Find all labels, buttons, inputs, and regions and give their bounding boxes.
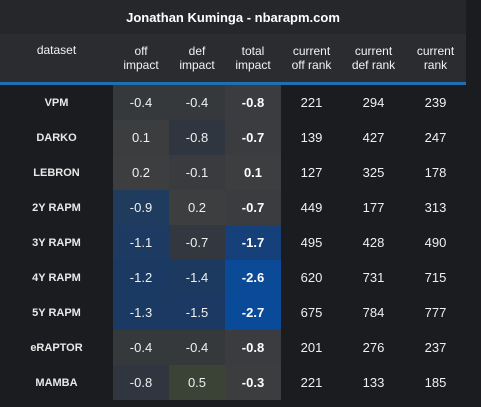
cell-off-impact: -0.4 — [113, 85, 169, 120]
cell-total-impact: -2.7 — [225, 295, 281, 330]
cell-dataset: VPM — [44, 96, 69, 109]
cell-off-impact: -1.3 — [113, 295, 169, 330]
cell-current-off-rank: 139 — [300, 130, 323, 145]
cell-current-def-rank: 177 — [362, 200, 385, 215]
cell-current-def-rank: 784 — [362, 305, 385, 320]
cell-current-rank: 178 — [424, 165, 447, 180]
cell-current-off-rank: 127 — [300, 165, 323, 180]
cell-dataset: 4Y RAPM — [32, 271, 81, 284]
table-row[interactable]: 2Y RAPM -0.9 0.2 -0.7 449 177 313 — [0, 190, 466, 225]
cell-total-impact: -0.8 — [225, 85, 281, 120]
cell-current-rank: 237 — [424, 340, 447, 355]
cell-total-impact: -0.7 — [225, 190, 281, 225]
cell-current-def-rank: 133 — [362, 375, 385, 390]
cell-current-off-rank: 221 — [300, 95, 323, 110]
cell-def-impact: -1.4 — [169, 260, 225, 295]
header-current-rank[interactable]: current rank — [416, 44, 455, 72]
cell-off-impact: -1.1 — [113, 225, 169, 260]
table-row[interactable]: MAMBA -0.8 0.5 -0.3 221 133 185 — [0, 365, 466, 400]
header-total-impact[interactable]: total impact — [235, 44, 271, 72]
cell-off-impact: 0.1 — [113, 120, 169, 155]
cell-total-impact: -0.8 — [225, 330, 281, 365]
cell-current-rank: 313 — [424, 200, 447, 215]
table-row[interactable]: 3Y RAPM -1.1 -0.7 -1.7 495 428 490 — [0, 225, 466, 260]
table-title: Jonathan Kuminga - nbarapm.com — [0, 0, 466, 34]
cell-current-rank: 239 — [424, 95, 447, 110]
table-row[interactable]: eRAPTOR -0.4 -0.4 -0.8 201 276 237 — [0, 330, 466, 365]
cell-current-off-rank: 495 — [300, 235, 323, 250]
cell-off-impact: 0.2 — [113, 155, 169, 190]
cell-def-impact: 0.5 — [169, 365, 225, 400]
cell-def-impact: 0.2 — [169, 190, 225, 225]
cell-current-def-rank: 325 — [362, 165, 385, 180]
cell-def-impact: -0.8 — [169, 120, 225, 155]
cell-def-impact: -0.4 — [169, 85, 225, 120]
cell-current-off-rank: 675 — [300, 305, 323, 320]
cell-total-impact: -2.6 — [225, 260, 281, 295]
header-off-impact[interactable]: off impact — [123, 44, 159, 72]
table-row[interactable]: 4Y RAPM -1.2 -1.4 -2.6 620 731 715 — [0, 260, 466, 295]
cell-dataset: 5Y RAPM — [32, 306, 81, 319]
cell-current-off-rank: 449 — [300, 200, 323, 215]
table-row[interactable]: VPM -0.4 -0.4 -0.8 221 294 239 — [0, 85, 466, 120]
cell-current-def-rank: 731 — [362, 270, 385, 285]
cell-current-rank: 490 — [424, 235, 447, 250]
cell-current-rank: 715 — [424, 270, 447, 285]
cell-off-impact: -1.2 — [113, 260, 169, 295]
cell-def-impact: -1.5 — [169, 295, 225, 330]
cell-dataset: MAMBA — [35, 376, 78, 389]
cell-off-impact: -0.4 — [113, 330, 169, 365]
cell-dataset: LEBRON — [33, 166, 80, 179]
header-divider — [0, 82, 466, 85]
cell-off-impact: -0.8 — [113, 365, 169, 400]
cell-current-off-rank: 620 — [300, 270, 323, 285]
cell-def-impact: -0.4 — [169, 330, 225, 365]
cell-current-def-rank: 294 — [362, 95, 385, 110]
table-row[interactable]: DARKO 0.1 -0.8 -0.7 139 427 247 — [0, 120, 466, 155]
cell-current-rank: 247 — [424, 130, 447, 145]
header-current-def-rank[interactable]: current def rank — [351, 44, 396, 72]
cell-current-rank: 185 — [424, 375, 447, 390]
header-current-off-rank[interactable]: current off rank — [291, 44, 332, 72]
cell-total-impact: -0.7 — [225, 120, 281, 155]
cell-off-impact: -0.9 — [113, 190, 169, 225]
cell-current-def-rank: 427 — [362, 130, 385, 145]
cell-def-impact: -0.1 — [169, 155, 225, 190]
cell-current-off-rank: 221 — [300, 375, 323, 390]
cell-current-off-rank: 201 — [300, 340, 323, 355]
cell-current-rank: 777 — [424, 305, 447, 320]
cell-def-impact: -0.7 — [169, 225, 225, 260]
cell-total-impact: 0.1 — [225, 155, 281, 190]
header-dataset[interactable]: dataset — [36, 43, 77, 57]
scrollbar-track[interactable] — [466, 0, 481, 407]
cell-dataset: eRAPTOR — [30, 341, 83, 354]
cell-total-impact: -0.3 — [225, 365, 281, 400]
cell-dataset: 2Y RAPM — [32, 201, 81, 214]
cell-current-def-rank: 276 — [362, 340, 385, 355]
header-def-impact[interactable]: def impact — [179, 44, 215, 72]
cell-dataset: DARKO — [36, 131, 77, 144]
table-row[interactable]: 5Y RAPM -1.3 -1.5 -2.7 675 784 777 — [0, 295, 466, 330]
table-row[interactable]: LEBRON 0.2 -0.1 0.1 127 325 178 — [0, 155, 466, 190]
cell-current-def-rank: 428 — [362, 235, 385, 250]
table-header: dataset off impact def impact total impa… — [0, 34, 466, 82]
cell-total-impact: -1.7 — [225, 225, 281, 260]
cell-dataset: 3Y RAPM — [32, 236, 81, 249]
